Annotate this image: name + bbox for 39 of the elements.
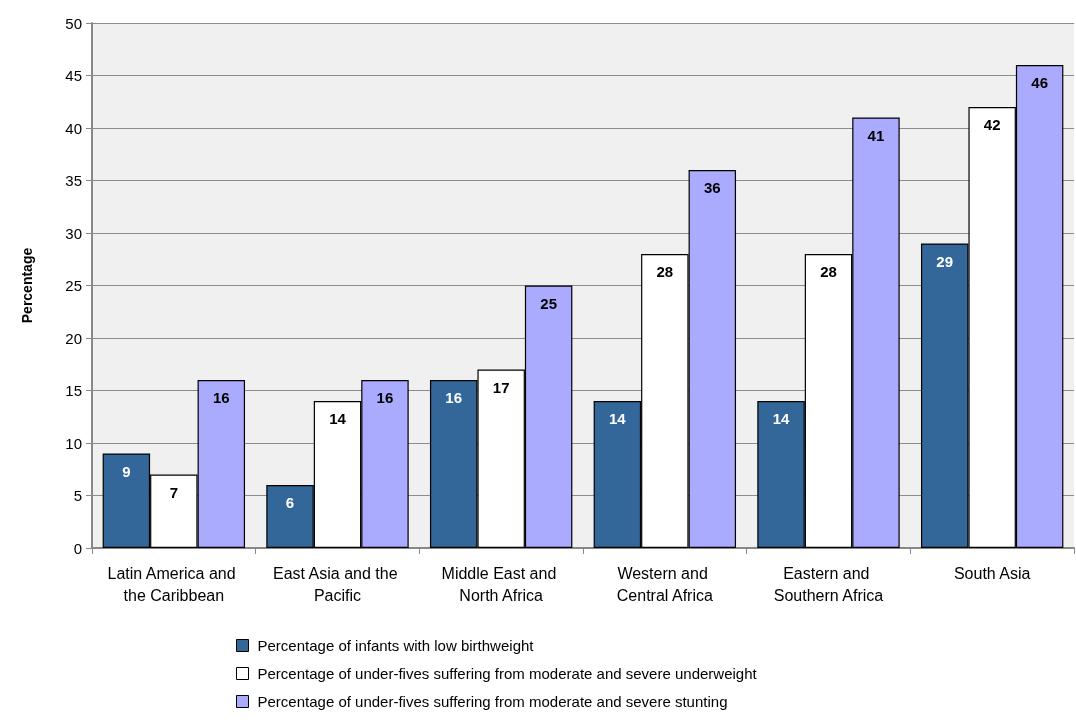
y-tick-label: 5 <box>73 487 82 504</box>
legend-label: Percentage of under-fives suffering from moderate and severe stunting <box>257 693 728 710</box>
y-tick-label: 20 <box>65 329 82 347</box>
data-label: 14 <box>609 410 627 427</box>
y-tick-label: 30 <box>65 224 82 242</box>
data-label: 16 <box>212 389 230 406</box>
data-label: 16 <box>376 389 394 406</box>
y-tick-label: 15 <box>65 382 82 399</box>
legend-label: Percentage of infants with low birthweight <box>257 637 535 654</box>
data-label: 25 <box>540 294 557 312</box>
y-tick-label: 45 <box>65 67 82 84</box>
data-label: 28 <box>656 263 674 280</box>
y-tick-label: 40 <box>65 119 82 137</box>
data-label: 17 <box>492 378 510 396</box>
y-axis-title: Percentage <box>19 247 35 324</box>
x-tick-label: Middle East and North Africa <box>441 564 561 604</box>
y-tick-label: 50 <box>65 14 82 32</box>
data-label: 6 <box>285 494 295 511</box>
x-tick-label: Latin America and the Caribbean <box>107 564 241 604</box>
x-tick-label: East Asia and the Pacific <box>273 564 402 604</box>
data-label: 42 <box>983 116 1001 133</box>
y-tick-label: 25 <box>65 277 82 294</box>
data-label: 14 <box>329 410 347 427</box>
y-tick-label: 35 <box>65 172 82 189</box>
x-tick-label: Eastern and Southern Africa <box>773 564 884 604</box>
y-tick-label: 10 <box>65 434 82 452</box>
y-tick-label: 0 <box>73 539 82 557</box>
x-tick-label: South Asia <box>953 564 1031 582</box>
data-label: 16 <box>445 389 463 406</box>
legend-label: Percentage of under-fives suffering from moderate and severe underweight <box>257 665 758 682</box>
data-label: 36 <box>703 179 721 196</box>
data-label: 9 <box>122 462 131 480</box>
data-label: 14 <box>772 410 791 427</box>
data-label: 29 <box>936 252 954 270</box>
data-label: 7 <box>169 483 179 501</box>
data-label: 41 <box>867 126 885 144</box>
data-label: 28 <box>820 263 837 280</box>
data-label: 46 <box>1031 74 1048 91</box>
x-tick-label: Western and Central Africa <box>616 564 713 604</box>
